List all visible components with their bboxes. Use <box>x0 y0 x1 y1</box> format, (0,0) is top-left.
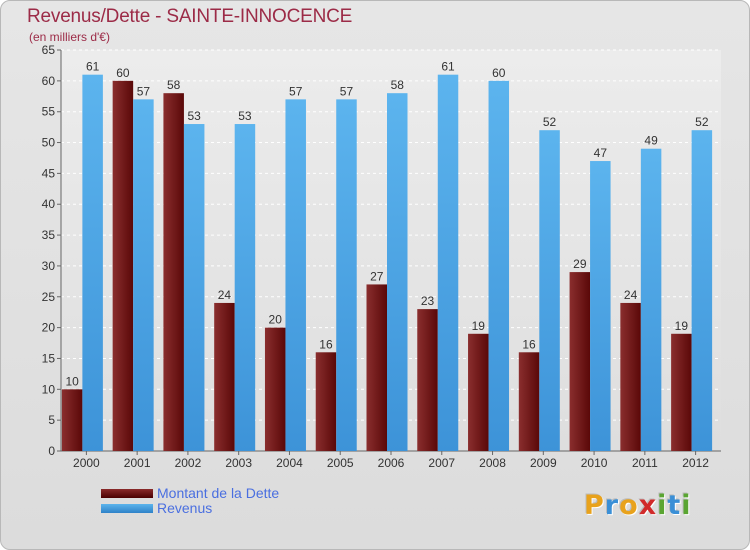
legend-label-debt: Montant de la Dette <box>157 485 280 501</box>
data-label-revenus: 60 <box>492 66 506 80</box>
y-tick-label: 30 <box>42 259 56 273</box>
x-tick-label: 2007 <box>428 456 455 470</box>
bar-debt <box>214 302 235 451</box>
proxiti-logo: Proxiti <box>584 490 692 521</box>
y-tick-label: 10 <box>42 382 56 396</box>
bar-debt <box>620 302 641 451</box>
y-tick-label: 45 <box>42 166 56 180</box>
bar-revenus <box>82 74 103 451</box>
bar-revenus <box>285 99 306 451</box>
data-label-debt: 16 <box>522 337 536 351</box>
logo-letter: t <box>667 490 682 521</box>
logo-letter: o <box>619 490 639 521</box>
x-tick-label: 2006 <box>378 456 405 470</box>
legend-label-revenus: Revenus <box>157 500 213 516</box>
bar-debt <box>315 352 337 451</box>
data-label-debt: 60 <box>116 66 130 80</box>
bar-revenus <box>133 99 154 451</box>
bar-debt <box>468 333 489 451</box>
data-label-debt: 19 <box>675 319 689 333</box>
legend-item-debt: Montant de la Dette <box>101 486 279 501</box>
chart-title: Revenus/Dette - SAINTE-INNOCENCE <box>27 6 353 27</box>
data-label-revenus: 61 <box>441 60 455 74</box>
logo-letter: i <box>657 490 668 521</box>
data-label-revenus: 52 <box>695 115 709 129</box>
x-tick-label: 2008 <box>479 456 506 470</box>
data-label-revenus: 61 <box>86 60 100 74</box>
chart-subtitle: (en milliers d'€) <box>29 30 110 44</box>
data-label-revenus: 49 <box>644 134 658 148</box>
x-tick-label: 2009 <box>530 456 557 470</box>
y-tick-label: 5 <box>48 413 55 427</box>
x-tick-label: 2012 <box>682 456 709 470</box>
y-tick-label: 55 <box>42 105 56 119</box>
x-tick-label: 2002 <box>175 456 202 470</box>
y-tick-label: 25 <box>42 290 56 304</box>
data-label-revenus: 53 <box>187 109 201 123</box>
bar-revenus <box>640 148 662 451</box>
bar-debt <box>61 389 83 451</box>
y-tick-label: 0 <box>48 444 55 458</box>
logo-letter: r <box>604 490 620 521</box>
y-tick-label: 20 <box>42 321 56 335</box>
data-label-revenus: 47 <box>594 146 608 160</box>
data-label-debt: 16 <box>319 337 333 351</box>
logo-letter: P <box>584 490 605 521</box>
data-label-debt: 29 <box>573 257 587 271</box>
x-tick-label: 2011 <box>632 456 658 470</box>
bar-revenus <box>437 74 459 451</box>
data-label-debt: 20 <box>269 313 283 327</box>
y-tick-label: 40 <box>42 197 56 211</box>
legend-swatch-debt <box>101 489 153 498</box>
bar-revenus <box>387 93 408 451</box>
bar-revenus <box>691 130 713 451</box>
bar-debt <box>264 327 286 451</box>
data-label-revenus: 58 <box>391 78 405 92</box>
data-label-debt: 24 <box>218 288 232 302</box>
bar-revenus <box>488 80 510 451</box>
data-label-revenus: 57 <box>137 84 151 98</box>
x-tick-label: 2004 <box>276 456 303 470</box>
legend: Montant de la Dette Revenus <box>101 486 279 516</box>
data-label-debt: 58 <box>167 78 181 92</box>
bar-debt <box>569 272 591 451</box>
legend-item-revenus: Revenus <box>101 501 279 516</box>
bar-revenus <box>234 124 256 452</box>
logo-letter: x <box>638 490 658 521</box>
y-tick-label: 65 <box>42 43 56 57</box>
y-tick-label: 50 <box>42 136 56 150</box>
data-label-debt: 19 <box>472 319 486 333</box>
bar-debt <box>112 80 134 451</box>
x-tick-label: 2003 <box>225 456 252 470</box>
bar-revenus <box>539 130 560 451</box>
y-tick-label: 15 <box>42 351 56 365</box>
data-label-debt: 24 <box>624 288 638 302</box>
x-tick-label: 2000 <box>73 456 100 470</box>
x-tick-label: 2005 <box>327 456 354 470</box>
x-tick-label: 2001 <box>124 456 151 470</box>
data-label-debt: 27 <box>370 269 384 283</box>
bar-revenus <box>336 99 357 451</box>
data-label-revenus: 53 <box>238 109 252 123</box>
data-label-revenus: 57 <box>289 84 303 98</box>
data-label-revenus: 52 <box>543 115 557 129</box>
data-label-debt: 10 <box>65 374 79 388</box>
x-tick-label: 2010 <box>581 456 608 470</box>
logo-letter: i <box>681 490 692 521</box>
data-label-debt: 23 <box>421 294 435 308</box>
bar-revenus <box>183 124 205 452</box>
bar-debt <box>417 309 438 451</box>
bar-revenus <box>590 161 611 452</box>
bar-debt <box>518 352 540 451</box>
bar-debt <box>163 93 184 451</box>
data-label-revenus: 57 <box>340 84 354 98</box>
bar-debt <box>671 333 692 451</box>
y-tick-label: 60 <box>42 74 56 88</box>
legend-swatch-revenus <box>101 504 153 513</box>
bar-debt <box>366 284 387 451</box>
y-tick-label: 35 <box>42 228 56 242</box>
